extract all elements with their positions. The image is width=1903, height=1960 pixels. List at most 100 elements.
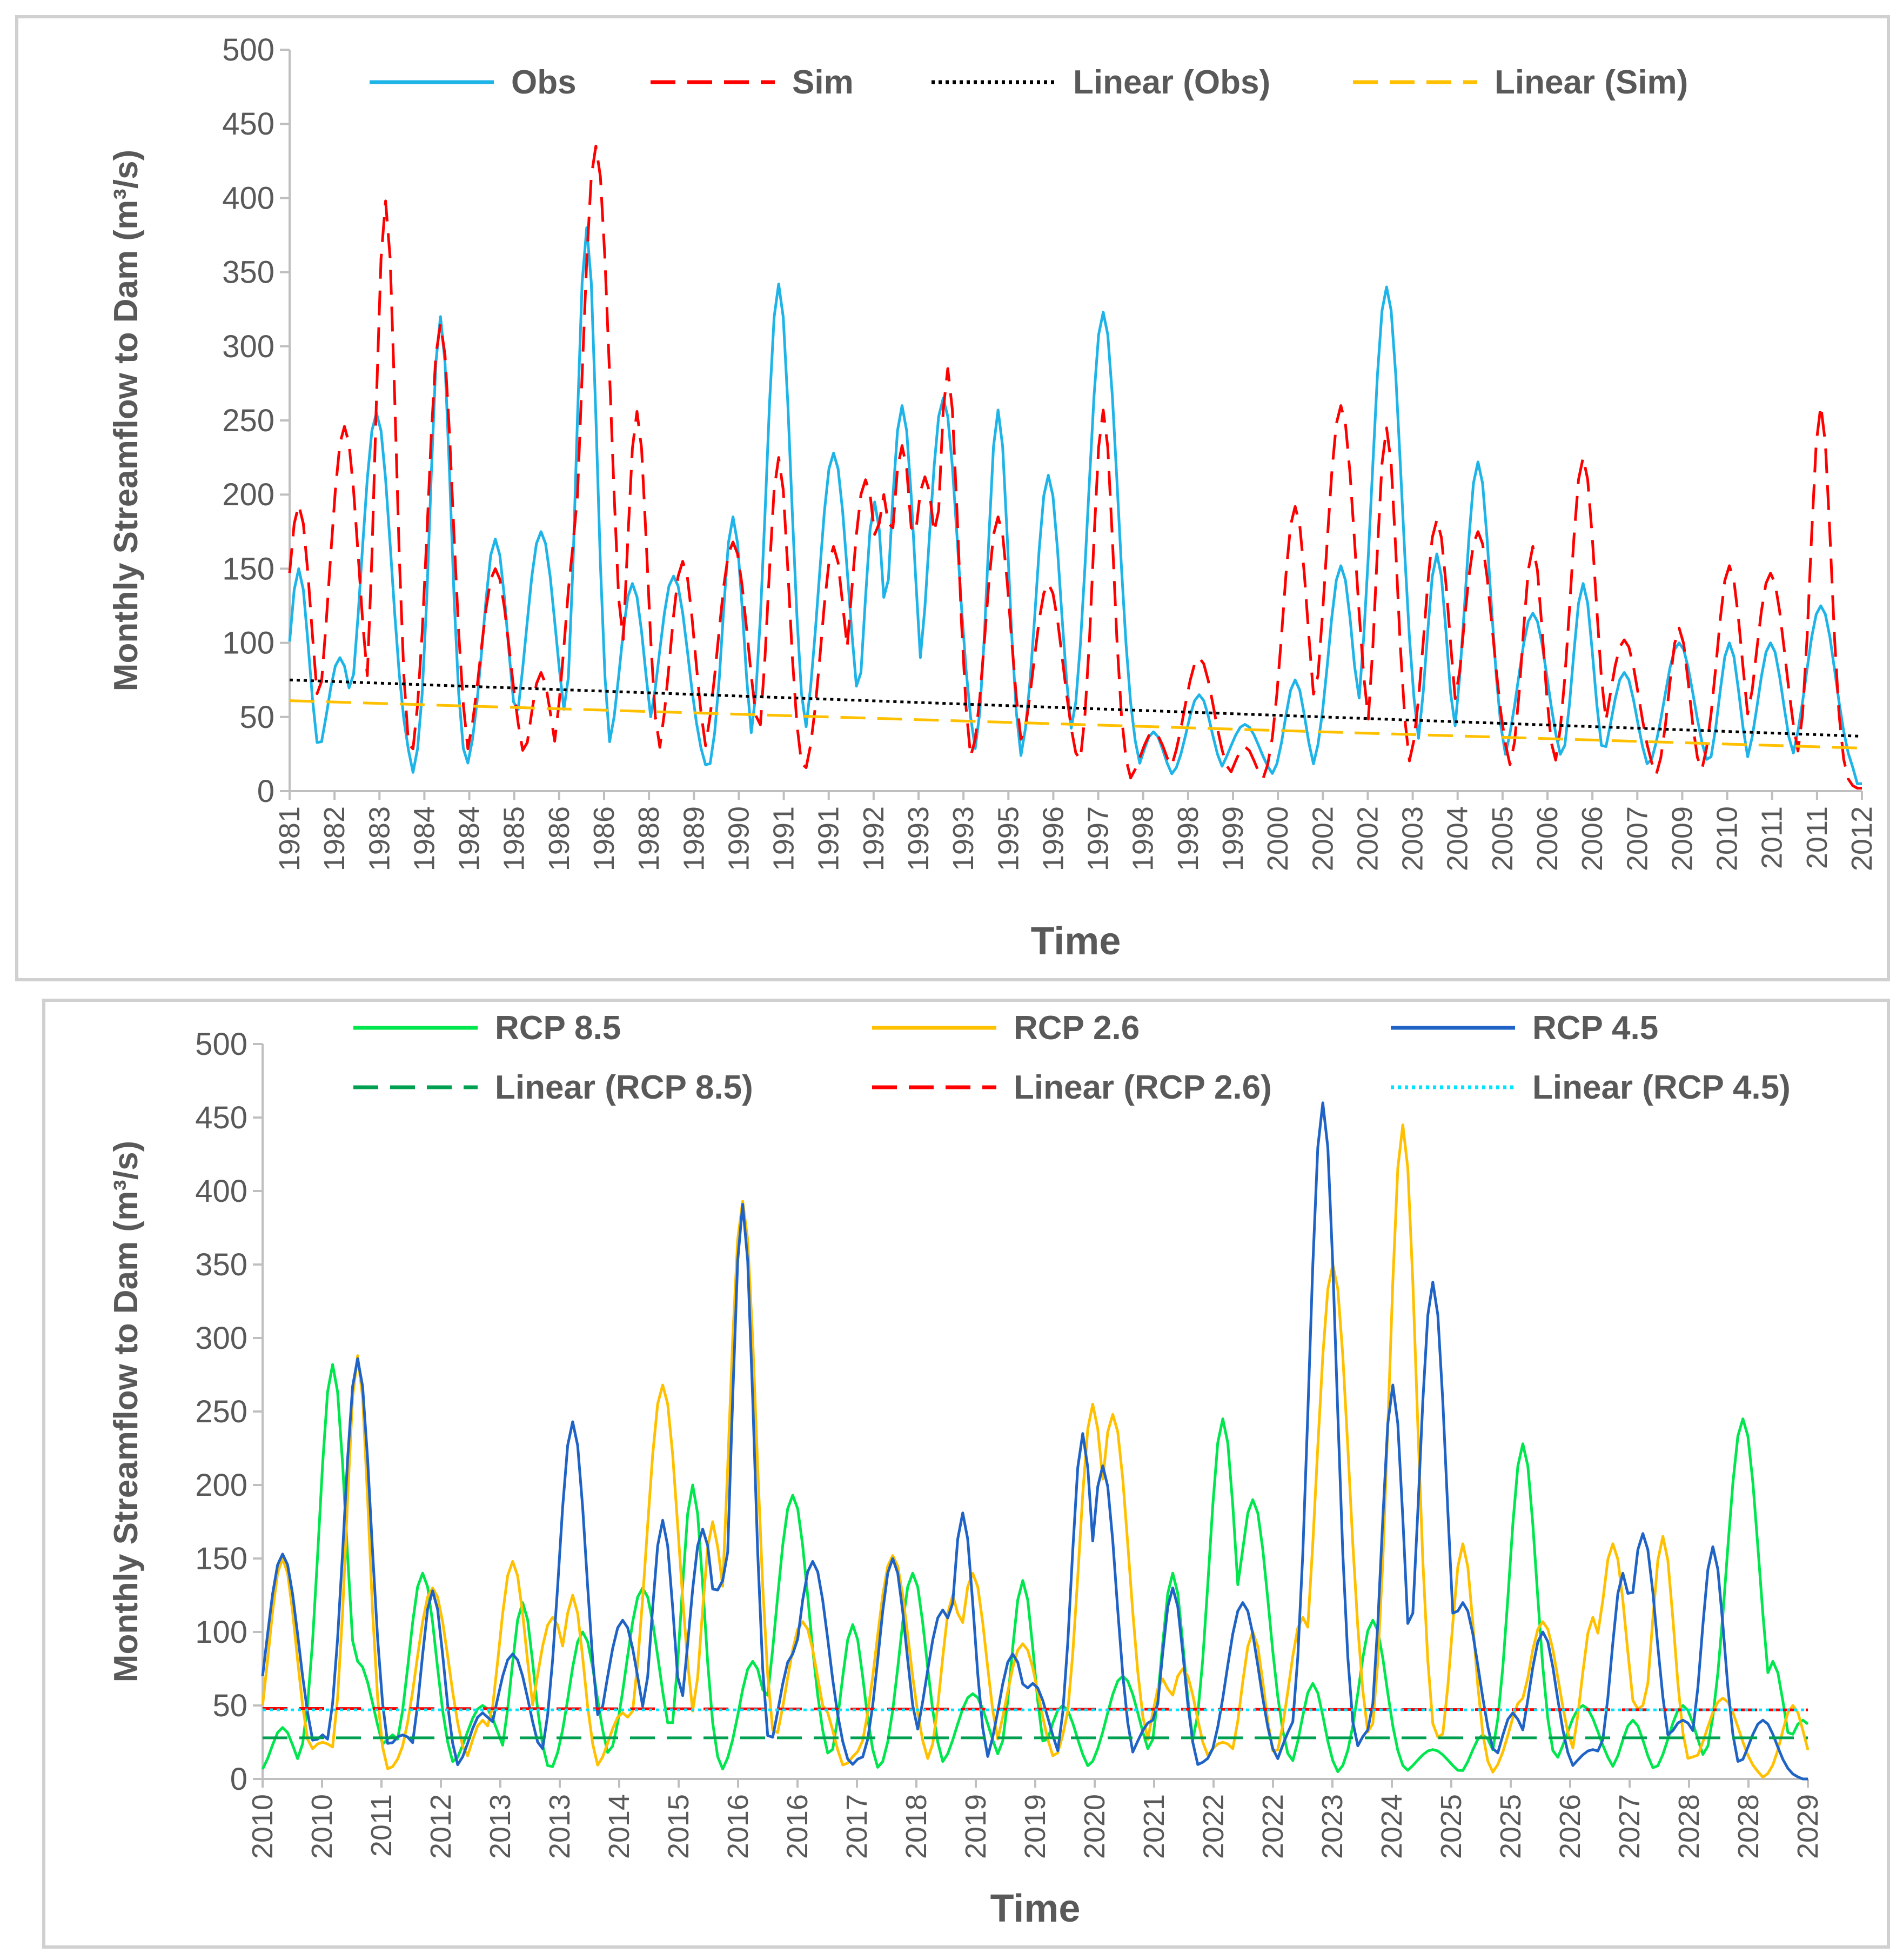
trend-line-linear-sim- [289, 699, 1862, 750]
x-tick-label: 2023 [1316, 1794, 1349, 1859]
y-tick-label: 250 [195, 1394, 247, 1429]
x-tick-label: 2013 [544, 1794, 576, 1859]
x-tick-label: 1988 [633, 806, 665, 871]
series-line-sim [288, 144, 1862, 790]
y-tick-label: 450 [195, 1100, 247, 1135]
series-line-rcp-2-6 [261, 1123, 1810, 1779]
x-tick-label: 1984 [408, 806, 440, 871]
legend-label-sim: Sim [792, 64, 854, 101]
series-line-obs [288, 226, 1862, 785]
x-tick-label: 1989 [678, 806, 710, 871]
x-tick-label: 2027 [1613, 1794, 1646, 1859]
y-axis-title: Monthly Streamflow to Dam (m³/s) [108, 1141, 145, 1682]
y-tick-label: 0 [257, 774, 274, 809]
y-tick-label: 200 [195, 1468, 247, 1503]
x-tick-label: 2012 [425, 1794, 457, 1859]
x-tick-label: 2028 [1732, 1794, 1765, 1859]
x-tick-label: 1992 [857, 806, 890, 871]
x-tick-label: 2021 [1138, 1794, 1170, 1859]
y-tick-label: 350 [195, 1247, 247, 1282]
x-tick-label: 1986 [588, 806, 620, 871]
y-tick-label: 400 [195, 1174, 247, 1209]
x-tick-label: 2028 [1673, 1794, 1705, 1859]
y-tick-label: 0 [230, 1762, 247, 1797]
series-line-rcp-4-5 [261, 1101, 1808, 1781]
x-tick-label: 1983 [363, 806, 396, 871]
y-axis-title: Monthly Streamflow to Dam (m³/s) [108, 150, 145, 691]
x-tick-label: 1991 [813, 806, 845, 871]
x-tick-label: 2011 [1756, 806, 1788, 869]
x-tick-label: 2002 [1351, 806, 1384, 871]
legend-label-linear-obs-: Linear (Obs) [1073, 64, 1270, 101]
x-tick-label: 2029 [1792, 1794, 1824, 1859]
legend-label-linear-rcp-2-6-: Linear (RCP 2.6) [1014, 1069, 1272, 1106]
y-tick-label: 50 [239, 700, 274, 735]
x-tick-label: 2019 [1019, 1794, 1051, 1859]
x-tick-label: 2002 [1306, 806, 1339, 871]
x-tick-label: 2018 [900, 1794, 933, 1859]
y-tick-label: 500 [195, 1027, 247, 1062]
x-tick-label: 2000 [1262, 806, 1294, 871]
x-tick-label: 2005 [1486, 806, 1519, 871]
y-tick-label: 100 [195, 1615, 247, 1650]
x-tick-label: 1996 [1037, 806, 1069, 871]
x-tick-label: 2016 [722, 1794, 754, 1859]
y-tick-label: 300 [195, 1321, 247, 1356]
trend-line-linear-obs- [289, 678, 1862, 738]
x-tick-label: 2003 [1397, 806, 1429, 871]
legend-label-rcp-2-6: RCP 2.6 [1014, 1009, 1140, 1047]
x-tick-label: 2015 [662, 1794, 695, 1859]
x-tick-label: 2025 [1495, 1794, 1527, 1859]
y-tick-label: 300 [222, 329, 274, 364]
y-tick-label: 250 [222, 403, 274, 438]
x-tick-label: 2010 [306, 1794, 338, 1859]
legend-label-linear-rcp-8-5-: Linear (RCP 8.5) [495, 1069, 753, 1106]
x-tick-label: 2014 [603, 1794, 635, 1859]
y-tick-label: 100 [222, 626, 274, 661]
x-tick-label: 1981 [273, 806, 306, 871]
x-tick-label: 2006 [1576, 806, 1609, 871]
x-tick-label: 2022 [1197, 1794, 1230, 1859]
x-tick-label: 2011 [1801, 806, 1833, 869]
x-tick-label: 2012 [1846, 806, 1878, 871]
x-tick-label: 2010 [246, 1794, 279, 1859]
x-tick-label: 1998 [1127, 806, 1160, 871]
y-tick-label: 150 [222, 551, 274, 586]
x-tick-label: 1990 [722, 806, 755, 871]
chart-historical: 0 50 100 150 200 250 300 350 400 450 500 1981 1982 19… [108, 32, 1878, 963]
x-tick-label: 2019 [960, 1794, 992, 1859]
y-tick-label: 500 [222, 32, 274, 68]
x-tick-label: 1999 [1217, 806, 1249, 871]
x-tick-label: 2024 [1376, 1794, 1408, 1859]
x-tick-label: 2006 [1531, 806, 1564, 871]
x-tick-label: 1993 [902, 806, 935, 871]
chart-panel-historical: 0 50 100 150 200 250 300 350 400 450 500 1981 1982 19… [15, 15, 1890, 981]
x-tick-label: 1997 [1082, 806, 1115, 871]
x-tick-label: 2009 [1666, 806, 1698, 871]
x-tick-label: 1986 [543, 806, 575, 871]
x-axis-title: Time [990, 1887, 1081, 1930]
x-tick-label: 2016 [781, 1794, 814, 1859]
legend-label-linear-sim-: Linear (Sim) [1495, 64, 1688, 101]
x-tick-label: 1984 [453, 806, 486, 871]
y-tick-label: 450 [222, 106, 274, 142]
x-tick-label: 2004 [1442, 806, 1474, 871]
x-tick-label: 2010 [1711, 806, 1744, 871]
y-tick-label: 350 [222, 255, 274, 290]
legend-label-linear-rcp-4-5-: Linear (RCP 4.5) [1532, 1069, 1791, 1106]
legend-label-rcp-4-5: RCP 4.5 [1532, 1009, 1658, 1047]
y-tick-label: 400 [222, 180, 274, 216]
x-tick-label: 2022 [1257, 1794, 1289, 1859]
x-tick-label: 1993 [947, 806, 980, 871]
y-tick-label: 150 [195, 1541, 247, 1576]
x-tick-label: 2026 [1554, 1794, 1586, 1859]
x-tick-label: 2025 [1435, 1794, 1468, 1859]
legend-label-obs: Obs [511, 64, 577, 101]
x-tick-label: 2011 [365, 1794, 398, 1857]
chart-panel-projection: 0 50 100 150 200 250 300 350 400 450 500 2010 2010 20… [42, 999, 1890, 1949]
x-tick-label: 2020 [1078, 1794, 1111, 1859]
x-tick-label: 1995 [992, 806, 1024, 871]
y-tick-label: 200 [222, 477, 274, 512]
x-tick-label: 1998 [1172, 806, 1204, 871]
x-tick-label: 2013 [484, 1794, 517, 1859]
